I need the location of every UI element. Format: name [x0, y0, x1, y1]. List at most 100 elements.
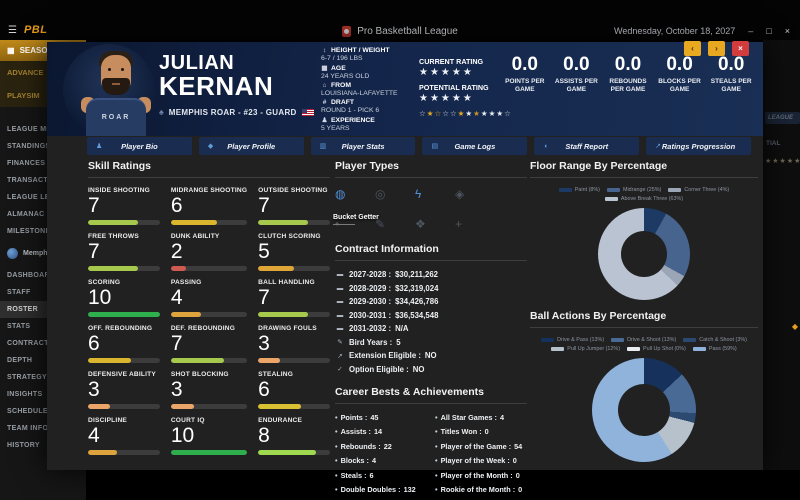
- previous-player-button[interactable]: ‹: [684, 41, 701, 56]
- skill-bar-fill: [170, 404, 194, 410]
- sidebar-item[interactable]: LEAGUE MEDIA: [7, 126, 65, 133]
- sidebar-item[interactable]: STRATEGY: [7, 374, 47, 381]
- modal-controls: ‹ › ×: [684, 41, 749, 56]
- legend-item: Drive & Shoot (13%): [611, 337, 676, 343]
- whistle-icon[interactable]: ◈: [455, 187, 465, 201]
- background-page-fragment: LEAGUE TIAL ★★★★★ ◆: [763, 40, 800, 470]
- legend-swatch: [611, 338, 625, 342]
- banknote-icon: ▬ 2027-2028 : $30,211,262: [335, 270, 527, 279]
- career-item: • Rookie of the Month : 0: [435, 485, 527, 494]
- sidebar-item[interactable]: STATS: [7, 323, 31, 330]
- sidebar-item[interactable]: INSIGHTS: [7, 391, 43, 398]
- tab-icon: ▥: [319, 143, 327, 150]
- contract-row-icon: ▬: [336, 284, 344, 292]
- contract-row-value: 5: [396, 337, 401, 347]
- vital-icon: ▦: [321, 65, 328, 72]
- window-close-button[interactable]: ×: [784, 26, 790, 36]
- career-item-value: 54: [514, 441, 523, 451]
- career-item: • Assists : 14: [335, 427, 427, 436]
- legend-swatch: [604, 197, 618, 201]
- career-item-label: All Star Games :: [440, 412, 497, 422]
- shield-icon[interactable]: ❖: [415, 217, 426, 231]
- tab-player-profile[interactable]: ◆ Player Profile: [198, 137, 304, 155]
- sidebar-league-group: LEAGUE MEDIA STANDINGS FINANCES TRANSACTION…: [0, 121, 86, 240]
- lightning-icon[interactable]: ϟ: [415, 187, 422, 201]
- chart-up-icon: ↗ Extension Eligible : NO: [335, 351, 527, 360]
- career-item-value: 132: [403, 485, 416, 494]
- tab-game-logs[interactable]: ▤ Game Logs: [422, 137, 528, 155]
- team-name: Memphis: [23, 250, 54, 257]
- award-star-icon: ☆: [504, 109, 511, 118]
- tab-player-bio[interactable]: ♟ Player Bio: [87, 137, 192, 155]
- skill-value: 4: [88, 424, 100, 448]
- sidebar-item[interactable]: SCHEDULE: [7, 408, 48, 415]
- skill-bar-track: [170, 266, 248, 272]
- career-item: • Player of the Month : 0: [435, 471, 527, 480]
- skill-label: DUNK ABILITY: [170, 233, 220, 241]
- bullet-icon: •: [335, 485, 338, 494]
- tab-staff-report[interactable]: ◖ Staff Report: [534, 137, 640, 155]
- skill-value: 7: [88, 194, 100, 217]
- skill-bar-track: [170, 312, 248, 318]
- bucket-icon[interactable]: ◍: [335, 187, 346, 201]
- legend-label: Midrange (25%): [622, 187, 662, 193]
- sidebar-item[interactable]: STANDINGS: [7, 143, 51, 150]
- contract-row-icon: ▬: [336, 298, 344, 305]
- sidebar-item[interactable]: CONTRACTS: [7, 340, 54, 347]
- award-star-icon: ★: [480, 109, 488, 118]
- skill-value: 2: [170, 240, 183, 264]
- skill-cell: DRAWING FOULS 3: [258, 325, 330, 364]
- titlebar-left: ☰ PBL: [8, 24, 47, 36]
- sidebar-item[interactable]: TRANSACTIONS: [7, 177, 67, 184]
- legend-label: Paint (8%): [574, 187, 600, 193]
- pencil-icon[interactable]: ✎: [375, 217, 386, 231]
- sidebar-item[interactable]: HISTORY: [7, 442, 40, 449]
- skill-label: CLUTCH SCORING: [258, 233, 321, 241]
- portrait-mouth: [112, 83, 120, 87]
- legend-label: Catch & Shoot (3%): [699, 337, 747, 343]
- sidebar-item[interactable]: MILESTONES: [7, 228, 56, 235]
- tab-player-stats[interactable]: ▥ Player Stats: [310, 137, 416, 155]
- skill-value: 6: [170, 194, 183, 217]
- skill-label: DEF. REBOUNDING: [170, 325, 236, 333]
- legend-item: Paint (8%): [558, 187, 600, 193]
- minimize-button[interactable]: –: [748, 26, 754, 36]
- floor-range-donut-chart: [598, 208, 690, 300]
- vital-value: 5 YEARS: [321, 125, 350, 132]
- skill-bar-fill: [88, 266, 139, 272]
- skill-bar-fill: [88, 450, 117, 456]
- skill-bar-track: [170, 450, 248, 456]
- sidebar-team-row[interactable]: Memphis: [0, 240, 86, 267]
- ball-actions-legend: Drive & Pass (13%) Drive & Shoot (13%) C…: [530, 337, 758, 352]
- career-list-right: • All Star Games : 4 • Titles Won : 0: [435, 413, 527, 500]
- close-player-button[interactable]: ×: [732, 41, 749, 56]
- skill-label: DISCIPLINE: [88, 417, 128, 425]
- sidebar-item[interactable]: ALMANAC: [7, 211, 45, 218]
- contract-row-icon: ✓: [337, 366, 343, 373]
- career-columns: • Points : 45 • Assists : 14: [335, 413, 527, 500]
- legend-label: Drive & Shoot (13%): [627, 337, 677, 343]
- contract-row-icon: ✎: [337, 339, 343, 346]
- sidebar-item[interactable]: DEPTH: [7, 357, 33, 364]
- sidebar-item[interactable]: DASHBOARD: [7, 272, 56, 279]
- tab-icon: ◖: [543, 142, 548, 150]
- next-player-button[interactable]: ›: [708, 41, 725, 56]
- sidebar-item[interactable]: STAFF: [7, 289, 31, 296]
- sidebar-item[interactable]: TEAM INFO: [7, 425, 49, 432]
- tab-label: Ratings Progression: [661, 141, 736, 151]
- sidebar-item[interactable]: FINANCES: [7, 160, 46, 167]
- legend-label: Pull Up Shot (0%): [643, 346, 686, 352]
- hamburger-menu-icon[interactable]: ☰: [8, 24, 17, 36]
- syringe-icon[interactable]: +: [455, 217, 463, 231]
- tab-ratings-progression[interactable]: ↗ Ratings Progression: [646, 137, 751, 155]
- maximize-button[interactable]: □: [766, 26, 772, 36]
- sidebar-item[interactable]: LEAGUE LEADERS: [7, 194, 76, 201]
- skill-bar-track: [88, 404, 160, 410]
- skill-cell: FREE THROWS 7: [88, 233, 160, 272]
- skill-bar-fill: [170, 312, 202, 318]
- target-icon[interactable]: ◎: [375, 187, 386, 201]
- skill-label: OFF. REBOUNDING: [88, 325, 153, 333]
- potential-rating-stars: ★★★★★: [419, 93, 474, 104]
- legend-swatch: [683, 338, 697, 342]
- skill-bar-track: [258, 266, 330, 272]
